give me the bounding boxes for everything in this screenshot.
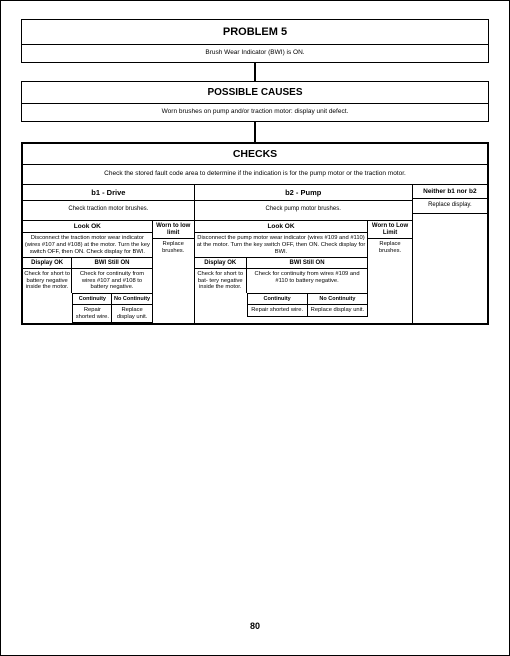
checks-desc: Check the stored fault code area to dete…	[23, 165, 487, 184]
b1-row4: Continuity Repair shorted wire. No Conti…	[23, 293, 153, 323]
b1-title: b1 - Drive	[23, 185, 194, 201]
neither-desc: Replace display.	[413, 199, 487, 212]
b1-bwi-title: BWI Still ON	[72, 258, 151, 269]
connector	[254, 63, 256, 81]
b1-nocont-title: No Continuity	[112, 294, 151, 305]
b2-dispok-title: Display OK	[195, 258, 246, 269]
causes-desc: Worn brushes on pump and/or traction mot…	[22, 104, 488, 121]
b2-desc: Check pump motor brushes.	[195, 201, 412, 220]
b1-cont-desc: Repair shorted wire.	[73, 305, 111, 322]
b1-lookok-desc: Disconnect the traction motor wear indic…	[23, 233, 152, 257]
b2-title: b2 - Pump	[195, 185, 412, 201]
b1-dispok-desc: Check for short to battery negative insi…	[23, 269, 71, 293]
b2-dispok-desc: Check for short to bat- tery negative in…	[195, 269, 246, 293]
page: PROBLEM 5 Brush Wear Indicator (BWI) is …	[1, 1, 509, 325]
b1-worn-desc: Replace brushes.	[153, 239, 194, 256]
b2-cont-title: Continuity	[248, 294, 307, 305]
neither-col: Neither b1 nor b2 Replace display.	[413, 184, 487, 214]
causes-title: POSSIBLE CAUSES	[22, 82, 488, 104]
b1-worn-title: Worn to low limit	[153, 221, 194, 239]
b2-row2: Look OK Disconnect the pump motor wear i…	[195, 220, 412, 257]
neither-title: Neither b1 nor b2	[413, 185, 487, 199]
b1-cont-title: Continuity	[73, 294, 111, 305]
checks-title: CHECKS	[23, 144, 487, 165]
b2-row4: Continuity Repair shorted wire. No Conti…	[195, 293, 369, 317]
b2-worn-desc: Replace brushes.	[368, 239, 411, 256]
b2-lookok-desc: Disconnect the pump motor wear indicator…	[195, 233, 368, 257]
b1-row3: Display OK Check for short to battery ne…	[23, 257, 153, 293]
checks-box: CHECKS Check the stored fault code area …	[21, 142, 489, 325]
branch-row: b1 - Drive Check traction motor brushes.…	[23, 184, 487, 323]
b1-bwi-desc: Check for continuity from wires #107 and…	[72, 269, 151, 293]
page-number: 80	[1, 621, 509, 631]
causes-box: POSSIBLE CAUSES Worn brushes on pump and…	[21, 81, 489, 122]
b2-bwi-title: BWI Still ON	[247, 258, 368, 269]
b1-row2: Look OK Disconnect the traction motor we…	[23, 220, 194, 257]
b2-bwi-desc: Check for continuity from wires #109 and…	[247, 269, 368, 286]
b2-worn-title: Worn to Low Limit	[368, 221, 411, 239]
b2-nocont-title: No Continuity	[308, 294, 368, 305]
b1-nocont-desc: Replace display unit.	[112, 305, 151, 322]
connector	[254, 122, 256, 142]
b2-nocont-desc: Replace display unit.	[308, 305, 368, 316]
b2-row3: Display OK Check for short to bat- tery …	[195, 257, 369, 293]
b1-desc: Check traction motor brushes.	[23, 201, 194, 220]
b1-lookok-title: Look OK	[23, 221, 152, 233]
b2-lookok-title: Look OK	[195, 221, 368, 233]
b2-col: b2 - Pump Check pump motor brushes. Look…	[195, 184, 413, 323]
b2-cont-desc: Repair shorted wire.	[248, 305, 307, 316]
b1-dispok-title: Display OK	[23, 258, 71, 269]
b1-col: b1 - Drive Check traction motor brushes.…	[23, 184, 195, 323]
problem-title: PROBLEM 5	[22, 20, 488, 45]
problem-box: PROBLEM 5 Brush Wear Indicator (BWI) is …	[21, 19, 489, 63]
problem-desc: Brush Wear Indicator (BWI) is ON.	[22, 45, 488, 62]
